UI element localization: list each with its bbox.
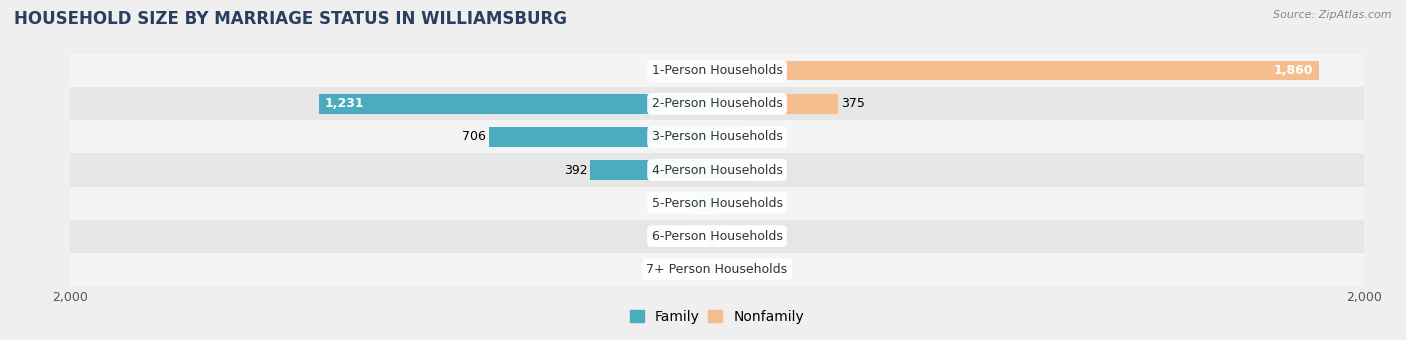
Text: 0: 0	[720, 230, 728, 242]
Text: 1,231: 1,231	[325, 98, 364, 111]
Bar	[717, 259, 720, 279]
Text: 0: 0	[706, 262, 714, 276]
Text: 7+ Person Households: 7+ Person Households	[647, 262, 787, 276]
Text: 375: 375	[841, 98, 865, 111]
Bar	[319, 95, 717, 114]
Bar	[689, 193, 717, 212]
Bar	[70, 187, 1364, 220]
Text: 6: 6	[721, 197, 730, 209]
Text: 0: 0	[706, 64, 714, 78]
Bar	[70, 54, 1364, 87]
Bar	[489, 128, 717, 147]
Text: 5-Person Households: 5-Person Households	[651, 197, 783, 209]
Bar	[717, 193, 718, 212]
Bar	[591, 160, 717, 180]
Text: Source: ZipAtlas.com: Source: ZipAtlas.com	[1274, 10, 1392, 20]
Text: 85: 85	[671, 197, 688, 209]
Text: 105: 105	[754, 164, 778, 176]
Text: 706: 706	[463, 131, 486, 143]
Bar	[70, 120, 1364, 153]
Text: 1-Person Households: 1-Person Households	[651, 64, 783, 78]
Bar	[709, 226, 717, 245]
Bar	[717, 128, 745, 147]
Text: 26: 26	[690, 230, 706, 242]
Bar	[70, 87, 1364, 120]
Text: 1,860: 1,860	[1274, 64, 1313, 78]
Text: 2-Person Households: 2-Person Households	[651, 98, 783, 111]
Text: 392: 392	[564, 164, 588, 176]
Text: 6-Person Households: 6-Person Households	[651, 230, 783, 242]
Text: HOUSEHOLD SIZE BY MARRIAGE STATUS IN WILLIAMSBURG: HOUSEHOLD SIZE BY MARRIAGE STATUS IN WIL…	[14, 10, 567, 28]
Bar	[717, 160, 751, 180]
Bar	[70, 253, 1364, 286]
Bar	[717, 61, 1319, 81]
Bar	[70, 220, 1364, 253]
Text: 86: 86	[748, 131, 763, 143]
Bar	[70, 153, 1364, 187]
Bar	[717, 95, 838, 114]
Text: 3-Person Households: 3-Person Households	[651, 131, 783, 143]
Text: 4-Person Households: 4-Person Households	[651, 164, 783, 176]
Text: 10: 10	[723, 262, 738, 276]
Legend: Family, Nonfamily: Family, Nonfamily	[624, 304, 810, 329]
